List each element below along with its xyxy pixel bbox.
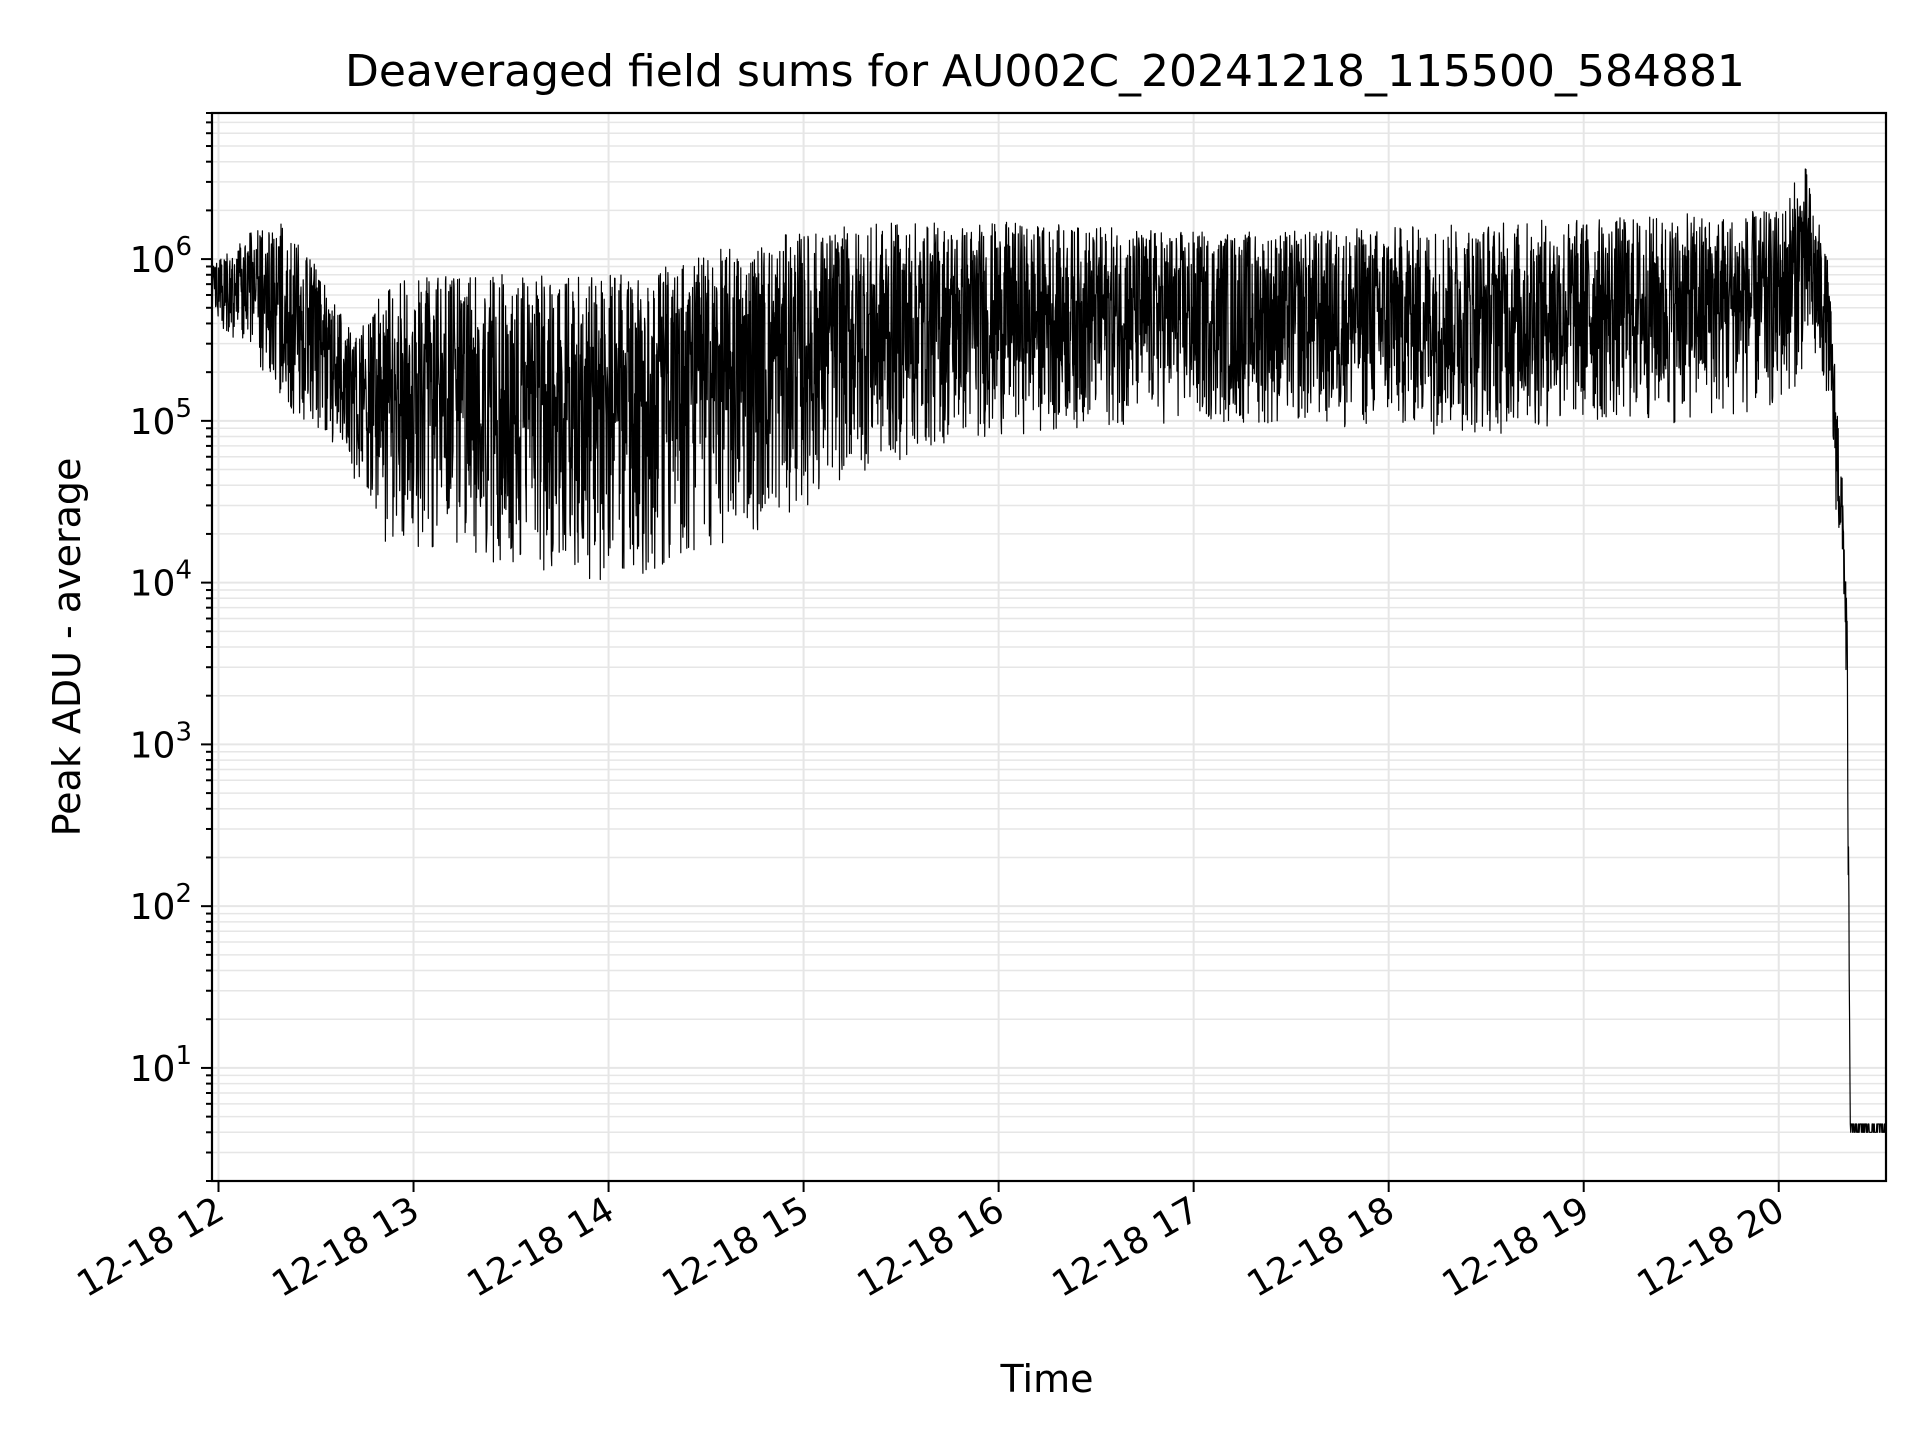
y-tick-label: 104 (130, 556, 192, 605)
y-axis: 101 102 103 104 105 106 (130, 112, 212, 1182)
chart-title: Deaveraged field sums for AU002C_2024121… (345, 46, 1745, 97)
y-tick-label: 101 (130, 1041, 192, 1090)
y-axis-label: Peak ADU - average (45, 458, 89, 837)
series-line (211, 168, 1886, 1133)
series (211, 168, 1886, 1133)
y-tick-label: 106 (130, 232, 192, 281)
x-axis-label: Time (1000, 1357, 1094, 1401)
y-tick-label: 103 (130, 717, 192, 766)
y-tick-label: 102 (130, 879, 192, 928)
y-tick-label: 105 (130, 394, 192, 443)
